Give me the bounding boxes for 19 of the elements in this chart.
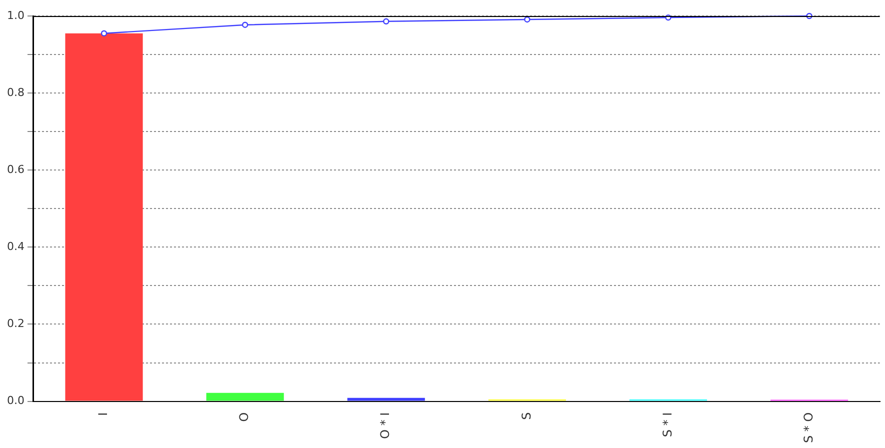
x-tick-label: O [237, 412, 252, 422]
bar [206, 392, 284, 401]
point [524, 16, 530, 23]
point [242, 22, 248, 28]
point [383, 18, 390, 24]
x-tick-label: I [96, 412, 110, 416]
y-tick-label: 0.0 [6, 394, 24, 408]
y-tick-label: 0.4 [6, 240, 24, 254]
y-tick-label: 1.0 [6, 8, 24, 22]
bar [65, 33, 143, 401]
x-tick-label: O * I [378, 412, 392, 439]
x-tick-label: S * I [660, 412, 674, 438]
x-tick-label: S [519, 412, 534, 420]
bar [347, 398, 425, 401]
x-tick-label: S * O [801, 412, 816, 444]
y-tick-label: 0.8 [6, 86, 24, 99]
point [100, 30, 108, 36]
y-tick-label: 0.2 [6, 317, 24, 330]
y-tick-label: 0.6 [6, 162, 24, 176]
